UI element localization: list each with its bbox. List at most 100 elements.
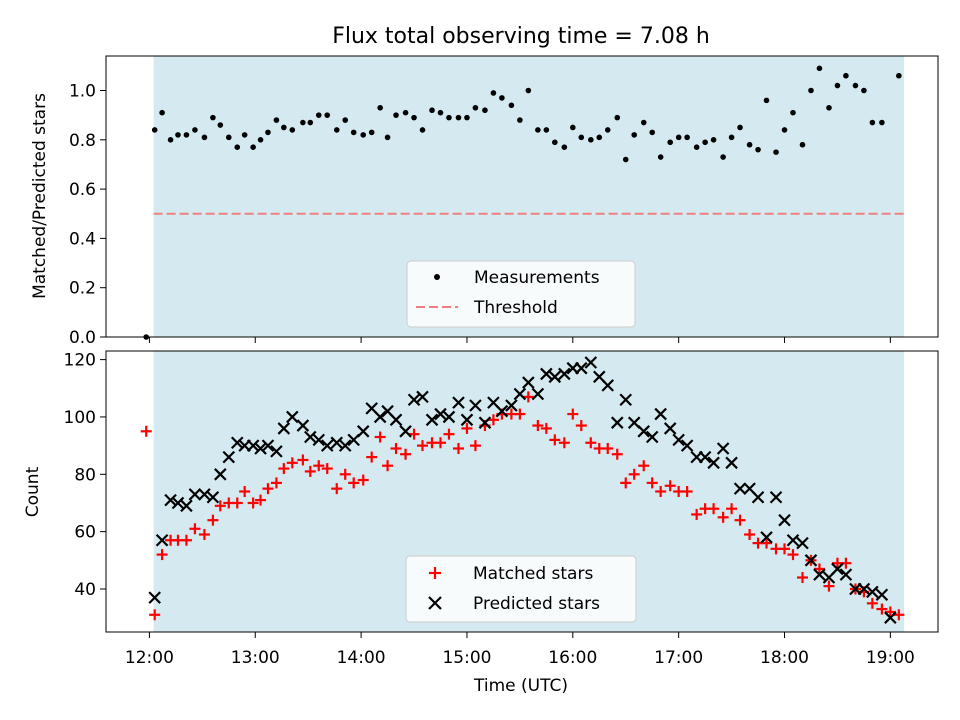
matched-star-point — [416, 440, 428, 452]
y-tick-label: 0.6 — [69, 180, 96, 200]
measurement-point — [201, 134, 208, 141]
matched-star-point — [575, 420, 587, 432]
matched-star-point — [514, 408, 526, 420]
predicted-star-point — [601, 379, 615, 392]
measurement-point — [746, 141, 753, 148]
predicted-star-point — [531, 387, 545, 401]
count-legend-box — [405, 555, 637, 623]
measurement-point — [543, 127, 550, 133]
measurement-point — [393, 112, 399, 118]
measurement-point — [667, 139, 673, 146]
matched-star-point — [469, 440, 481, 452]
predicted-star-point — [286, 410, 299, 424]
measurement-point — [464, 114, 470, 121]
matched-star-point — [366, 451, 378, 463]
matched-star-point — [655, 486, 667, 497]
measurement-point — [799, 141, 806, 148]
measurement-point — [342, 117, 349, 123]
legend-matched-label: Matched stars — [473, 564, 593, 584]
predicted-star-point — [786, 533, 800, 547]
matched-star-point — [382, 460, 394, 472]
measurement-point — [455, 114, 462, 121]
predicted-star-point — [558, 367, 571, 381]
measurement-point — [250, 144, 256, 151]
measurement-point — [324, 112, 331, 118]
measurement-point — [411, 114, 417, 121]
legend-threshold-label: Threshold — [473, 298, 558, 318]
ratio-y-axis-label: Matched/Predicted stars — [30, 93, 50, 299]
predicted-star-point — [505, 399, 518, 412]
matched-star-point — [585, 437, 597, 449]
measurement-point — [570, 124, 576, 131]
measurement-point — [816, 65, 823, 72]
matched-star-point — [779, 543, 791, 555]
measurement-point — [482, 107, 488, 114]
predicted-star-point — [469, 399, 482, 412]
predicted-star-point — [654, 407, 667, 421]
measurement-point — [151, 127, 158, 133]
matched-star-point — [884, 606, 896, 618]
measurement-point — [790, 109, 796, 116]
predicted-star-point — [839, 568, 853, 581]
matched-star-point — [452, 442, 464, 454]
matched-star-point — [408, 428, 420, 440]
measurement-point — [402, 109, 409, 116]
ratio-legend-box — [406, 260, 636, 328]
matched-star-point — [321, 463, 333, 475]
measurement-point — [657, 154, 664, 160]
measurement-points — [143, 65, 902, 340]
measurement-point — [675, 134, 682, 141]
matched-star-point — [487, 414, 499, 426]
ratio-axes-frame — [105, 55, 939, 338]
matched-star-point — [611, 448, 623, 460]
x-tick-label: 14:00 — [337, 648, 386, 668]
matched-star-point — [331, 483, 343, 495]
matched-star-point — [876, 603, 888, 615]
matched-star-point — [620, 477, 632, 489]
measurement-point — [622, 156, 629, 163]
measurement-point — [192, 127, 198, 133]
matched-star-point — [156, 549, 168, 561]
measurement-point — [896, 72, 902, 79]
measurement-point — [535, 127, 541, 133]
predicted-star-point — [304, 430, 317, 444]
matched-star-point — [549, 434, 561, 446]
x-tick-label: 18:00 — [760, 648, 809, 668]
matched-star-point — [567, 408, 579, 420]
matched-star-point — [726, 503, 738, 515]
measurement-point — [702, 139, 708, 146]
y-tick-label: 0.8 — [69, 131, 96, 151]
measurement-point — [167, 137, 174, 143]
legend-predicted-marker — [428, 596, 442, 610]
predicted-star-point — [751, 490, 765, 504]
measurement-point — [472, 104, 479, 111]
matched-star-point — [180, 534, 192, 546]
matched-star-point — [744, 529, 756, 541]
y-tick-label: 1.0 — [69, 82, 96, 102]
predicted-star-point — [733, 482, 747, 495]
matched-star-point — [866, 597, 878, 609]
measurement-point — [241, 132, 248, 138]
matched-star-point — [787, 549, 799, 561]
matched-star-point — [558, 437, 570, 449]
predicted-star-point — [663, 422, 677, 435]
measurement-point — [257, 137, 264, 143]
matched-star-point — [313, 460, 325, 472]
y-tick-label: 80 — [74, 465, 96, 485]
legend-predicted-label: Predicted stars — [473, 594, 600, 614]
predicted-star-point — [707, 456, 720, 470]
measurement-point — [225, 134, 232, 141]
measurement-point — [333, 127, 340, 133]
matched-star-point — [239, 486, 251, 497]
matched-star-point — [400, 448, 412, 460]
predicted-star-point — [513, 387, 527, 401]
predicted-star-point — [460, 413, 474, 427]
predicted-star-point — [148, 591, 161, 604]
matched-star-point — [278, 463, 290, 475]
matched-star-point — [262, 483, 274, 495]
matched-star-point — [357, 474, 369, 486]
predicted-star-point — [399, 425, 412, 438]
matched-star-point — [443, 428, 455, 440]
predicted-star-point — [198, 488, 211, 501]
